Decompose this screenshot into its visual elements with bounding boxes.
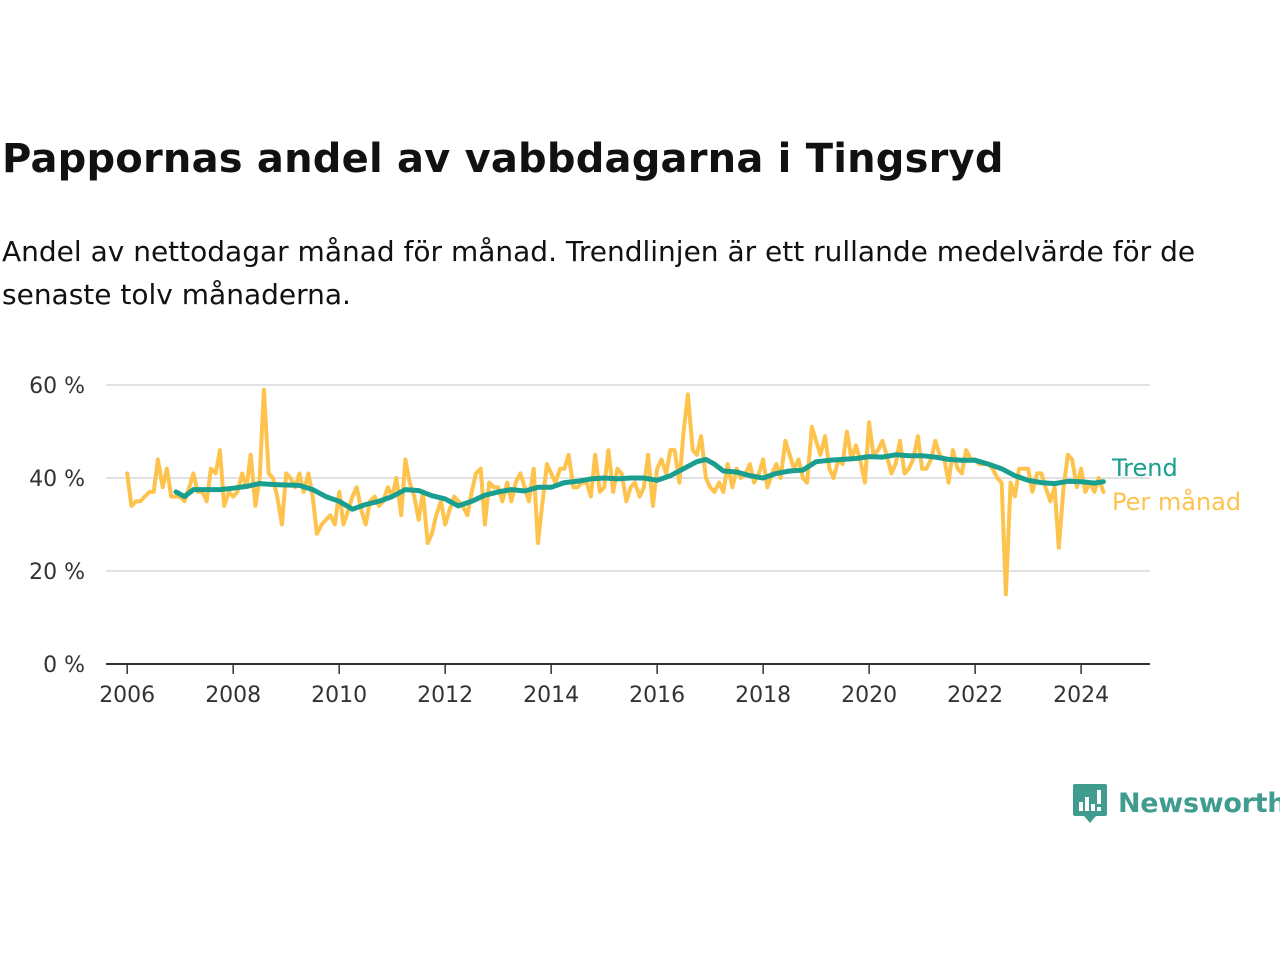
y-tick-label: 60 % bbox=[29, 374, 85, 399]
gridlines bbox=[106, 384, 1150, 665]
chart-subtitle: Andel av nettodagar månad för månad. Tre… bbox=[2, 235, 1196, 311]
x-tick-label: 2008 bbox=[205, 683, 261, 708]
monthly-series-label: Per månad bbox=[1112, 487, 1241, 516]
x-tick-label: 2020 bbox=[841, 683, 897, 708]
y-tick-label: 40 % bbox=[29, 467, 85, 492]
series-lines bbox=[125, 387, 1106, 597]
monthly-series-line bbox=[125, 387, 1106, 597]
x-tick-label: 2010 bbox=[311, 683, 367, 708]
newsworthy-logo-text: Newsworthy bbox=[1118, 787, 1280, 819]
x-axis-ticks: 2006 2008 2010 2012 2014 2016 2018 2020 2022 2024 bbox=[99, 664, 1109, 708]
y-tick-label: 0 % bbox=[43, 653, 85, 678]
y-tick-label: 20 % bbox=[29, 560, 85, 585]
newsworthy-logo: Newsworthy bbox=[1072, 782, 1280, 824]
y-axis-ticks: 0 % 20 % 40 % 60 % bbox=[29, 374, 85, 678]
newsworthy-logo-icon bbox=[1073, 784, 1107, 823]
x-tick-label: 2012 bbox=[417, 683, 473, 708]
x-tick-label: 2024 bbox=[1053, 683, 1109, 708]
trend-series-line bbox=[173, 452, 1106, 512]
x-tick-label: 2006 bbox=[99, 683, 155, 708]
x-tick-label: 2014 bbox=[523, 683, 579, 708]
chart-title: Pappornas andel av vabbdagarna i Tingsry… bbox=[2, 136, 1004, 182]
x-tick-label: 2018 bbox=[735, 683, 791, 708]
trend-series-label: Trend bbox=[1111, 454, 1178, 482]
x-tick-label: 2022 bbox=[947, 683, 1003, 708]
series-labels: Per månad Trend bbox=[1111, 454, 1241, 516]
x-tick-label: 2016 bbox=[629, 683, 685, 708]
